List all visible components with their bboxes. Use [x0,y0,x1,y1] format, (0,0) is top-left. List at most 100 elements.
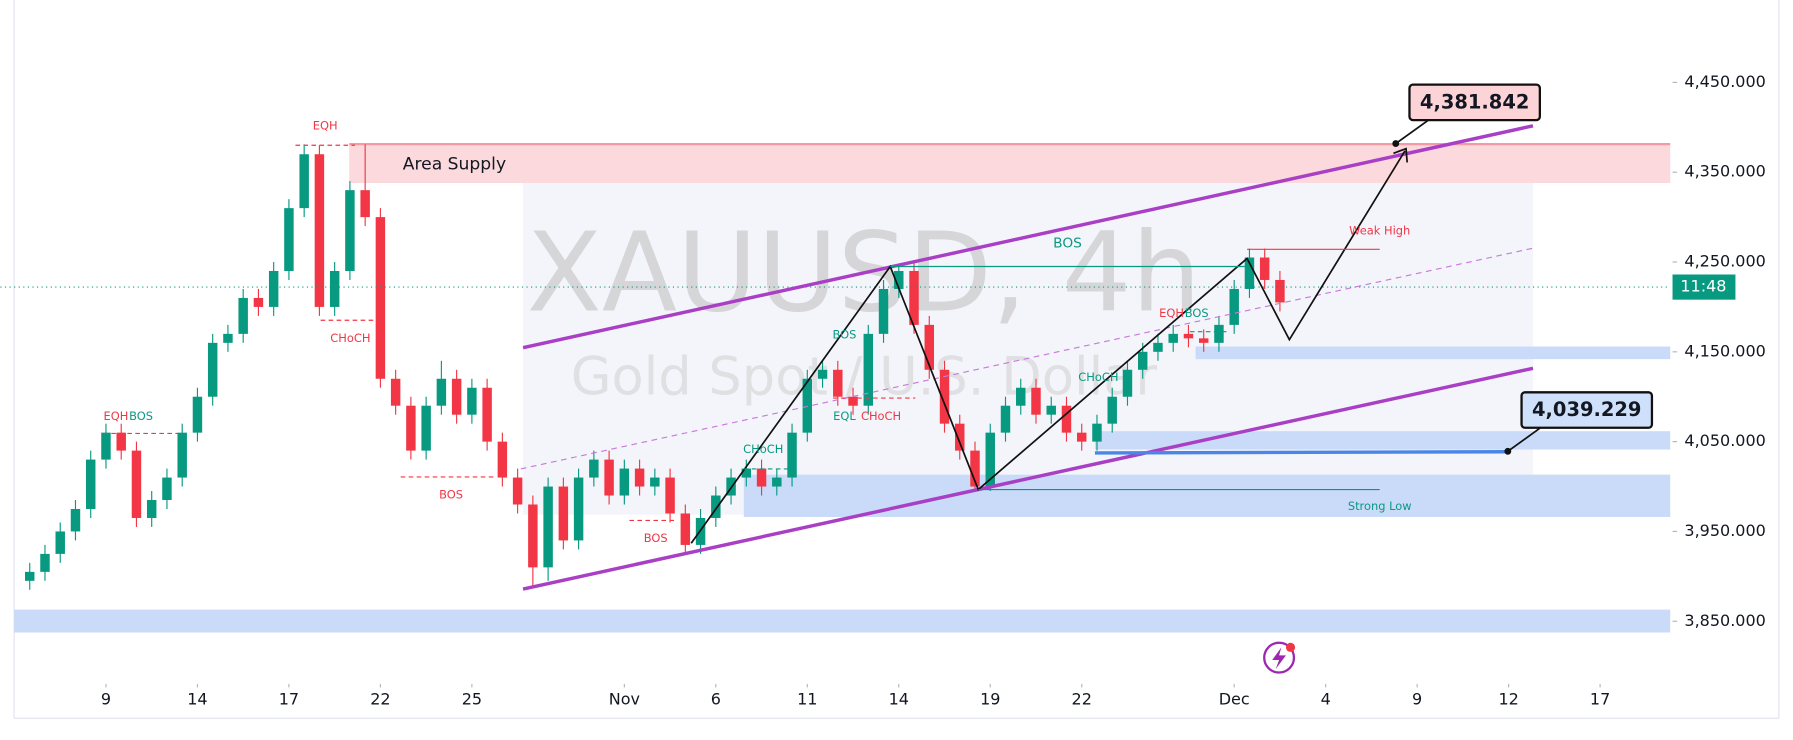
candle-body [573,477,584,541]
candle-body [894,270,904,289]
y-tick-label: 4,150.000 [1684,341,1765,360]
candle-body [268,270,279,307]
candle-body [299,154,309,209]
candle-body [863,333,874,406]
annotation: EQH [1159,306,1184,320]
arrow-head [1393,147,1409,163]
channel-lower [522,366,1534,591]
x-tick-label: 19 [980,689,1000,708]
candle-body [589,459,599,478]
candle-body [1214,324,1224,343]
callout-box [1520,391,1654,429]
candle-body [1229,288,1239,325]
countdown: 11:48 [1680,277,1726,296]
candle-body [634,468,645,487]
annotation: Area Supply [403,155,506,175]
candle-body [116,432,126,451]
candle-body [650,477,660,487]
candle-body [741,468,752,478]
candle-body [451,378,462,415]
annotation: BOS [1053,236,1082,252]
candle-body [146,500,157,518]
annotations: EQH CHoCH Area Supply EQH BOS BOS BOS CH… [103,118,1411,545]
candle-body [619,468,630,496]
candle-body [939,369,950,424]
callout-pointer [1395,118,1431,145]
channel-upper [522,124,1534,350]
candle-body [314,154,325,307]
candle-body [162,477,172,501]
candle-body [1031,387,1041,415]
candle-body [1168,333,1178,343]
candle-body [1092,423,1102,442]
candle-body [528,504,538,568]
candle-body [711,495,721,518]
candle-body [329,270,340,307]
candle-body [833,369,843,397]
supply-zone [349,144,1671,183]
annotation: EQL [833,409,856,423]
candle-body [1259,257,1270,280]
candle-body [1107,396,1117,424]
x-tick-label: 17 [1590,689,1610,708]
candle-body [284,208,294,271]
candle-body [1122,369,1133,397]
demand-zone [1195,346,1671,360]
candle-body [375,217,386,379]
annotation: Weak High [1349,224,1410,238]
callouts: 4,381.842 4,039.229 [1392,83,1654,455]
candle-body [436,378,447,406]
y-tick-label: 4,450.000 [1684,72,1765,91]
countdown-badge [1672,274,1736,300]
annotation: CHoCH [743,442,783,456]
annotation: EQH [313,118,338,132]
candle-body [787,432,797,478]
candle-body [207,342,218,397]
x-tick-label: 14 [187,689,207,708]
candle-body [1198,338,1209,343]
candle-body [817,369,828,379]
candle-body [390,378,401,406]
channel-mid [520,247,1534,470]
candle-body [680,513,691,545]
candle-body [909,270,919,325]
candle-body [756,468,767,487]
candle-body [40,553,50,572]
x-tick-label: 22 [370,689,390,708]
candles [25,144,1285,590]
x-tick-label: 4 [1321,689,1331,708]
candle-body [1275,279,1285,303]
annotation: EQH [103,409,128,423]
y-tick-label: 3,950.000 [1684,521,1765,540]
y-tick-label: 4,250.000 [1684,252,1765,271]
candle-body [360,190,370,218]
candle-body [970,450,980,487]
demand-zone [1094,431,1671,450]
x-tick-label: Nov [609,689,640,708]
x-tick-label: 9 [1412,689,1422,708]
candle-body [665,477,675,514]
annotation: CHoCH [330,331,370,345]
annotation: Strong Low [1348,499,1412,513]
alert-icon[interactable] [1263,641,1296,674]
candle-body [878,288,889,334]
candle-body [924,324,934,370]
y-tick-label: 3,850.000 [1684,611,1765,630]
candle-body [85,459,96,509]
x-tick-label: 14 [889,689,909,708]
candle-body [25,571,35,581]
callout-point [1392,140,1400,148]
candle-body [70,508,81,532]
candle-body [1137,351,1148,370]
candle-body [543,486,553,568]
candle-body [223,333,233,343]
x-tick-label: 17 [279,689,299,708]
candle-body [192,396,203,433]
candle-body [1153,342,1163,352]
candle-body [848,396,858,406]
candle-body [421,405,431,451]
x-tick-label: 11 [797,689,817,708]
annotation: BOS [129,409,153,423]
candle-body [482,387,492,442]
